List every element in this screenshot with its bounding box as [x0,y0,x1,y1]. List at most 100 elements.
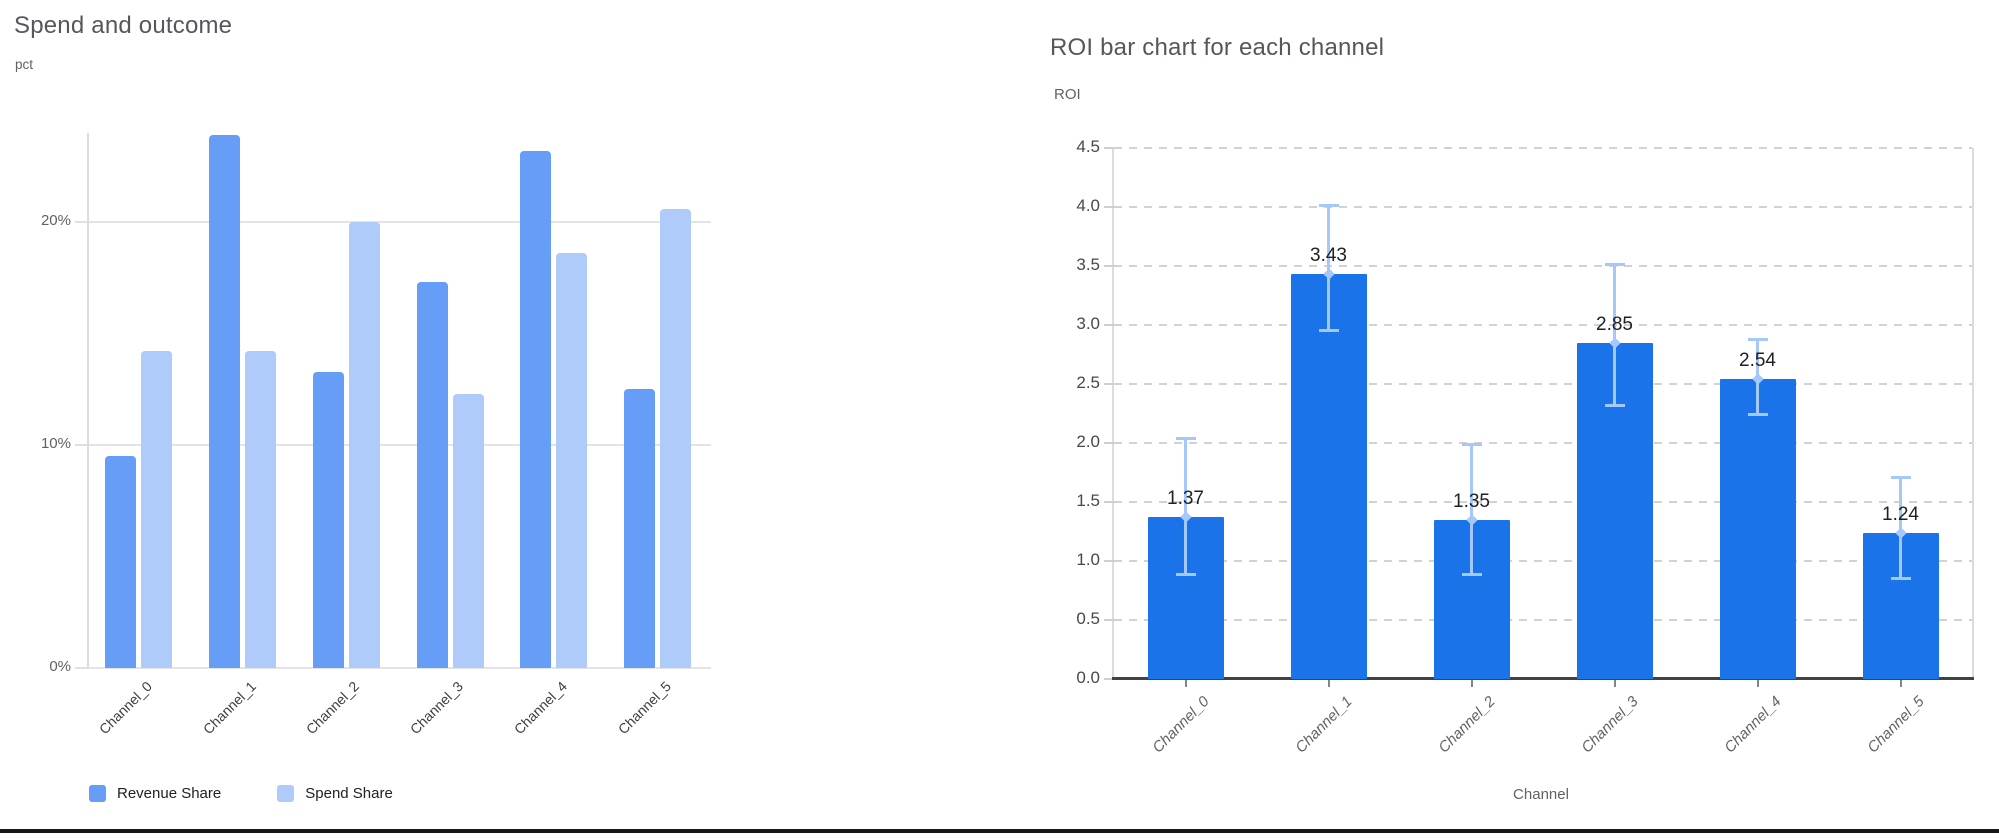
roi-value-label-Channel_5: 1.24 [1882,503,1919,525]
right-x-axis-title: Channel [1513,786,1569,803]
right-x-axis-line [1112,677,1974,680]
error-bar-cap-bottom-Channel_5 [1890,576,1911,580]
right-y-tick-label: 2.0 [1076,432,1100,451]
right-y-tick-label: 2.5 [1076,373,1100,392]
right-x-tick-Channel_1 [1327,680,1330,687]
left-bar-revenue-share-Channel_0 [105,456,136,668]
left-y-tick-0% [75,667,88,669]
error-bar-cap-bottom-Channel_0 [1175,573,1196,577]
legend-label: Revenue Share [117,785,222,802]
error-bar-cap-top-Channel_2 [1461,443,1482,447]
error-bar-line-Channel_0 [1184,438,1187,576]
left-legend: Revenue Share Spend Share [89,785,393,802]
left-y-tick-10% [75,444,88,447]
left-plot-area: 0% 10% 20% Channel_0 Channel_1 Channel_2 Chann… [41,133,711,737]
left-y-tick-label: 0% [49,658,71,675]
left-x-tick-label: Channel_3 [407,678,467,738]
right-chart-title: ROI bar chart for each channel [1050,34,1385,61]
right-y-tick-2.5 [1104,383,1114,385]
error-bar-cap-bottom-Channel_2 [1461,573,1482,577]
right-x-tick-label: Channel_1 [1292,693,1356,757]
right-y-tick-label: 4.5 [1076,137,1100,156]
right-y-tick-4.5 [1104,147,1114,149]
legend-label: Spend Share [305,785,393,802]
right-y-tick-label: 0.0 [1076,668,1100,687]
right-y-tick-2.0 [1104,442,1114,444]
right-y-tick-1.5 [1104,501,1114,503]
left-chart-title: Spend and outcome [14,12,233,39]
left-bar-spend-share-Channel_0 [141,351,172,668]
right-x-tick-Channel_4 [1756,680,1759,687]
right-y-tick-3.5 [1104,265,1114,267]
left-x-tick-label: Channel_1 [199,678,259,738]
right-gridline-2.0 [1114,442,1972,444]
right-x-tick-Channel_2 [1470,680,1473,687]
left-bar-spend-share-Channel_5 [660,208,692,668]
right-y-tick-1.0 [1104,560,1114,562]
right-y-tick-label: 3.0 [1076,314,1100,333]
right-y-tick-label: 3.5 [1076,255,1100,274]
right-gridline-3.5 [1114,265,1972,267]
left-x-tick-label: Channel_0 [95,678,155,738]
left-bar-spend-share-Channel_2 [348,222,380,668]
left-bar-revenue-share-Channel_2 [312,371,344,668]
left-x-tick-label: Channel_4 [510,678,571,738]
right-y-tick-label: 1.5 [1076,491,1100,510]
right-x-tick-Channel_5 [1899,680,1902,687]
left-bar-spend-share-Channel_4 [556,253,588,668]
right-x-tick-label: Channel_5 [1864,693,1928,757]
right-gridline-0.5 [1114,619,1972,621]
right-gridline-4.0 [1114,206,1972,208]
left-bar-revenue-share-Channel_1 [208,135,240,668]
right-gridline-2.5 [1114,383,1972,385]
right-gridline-1.5 [1114,501,1972,503]
roi-value-label-Channel_3: 2.85 [1596,313,1633,335]
roi-bar-Channel_1 [1290,274,1367,679]
error-bar-line-Channel_1 [1327,204,1330,331]
right-y-tick-0.0 [1104,678,1114,680]
error-bar-cap-top-Channel_5 [1890,476,1911,480]
left-bar-revenue-share-Channel_3 [416,282,448,668]
left-x-tick-label: Channel_2 [303,678,363,738]
error-bar-cap-top-Channel_1 [1318,203,1339,207]
roi-bar-Channel_4 [1719,379,1796,679]
left-bar-revenue-share-Channel_5 [624,389,656,668]
legend-swatch-spend-share [277,785,295,802]
left-bar-spend-share-Channel_3 [452,393,484,668]
left-bar-spend-share-Channel_1 [244,351,276,668]
error-bar-cap-top-Channel_0 [1175,437,1196,441]
legend-item-spend-share: Spend Share [277,785,393,802]
right-y-axis-unit-label: ROI [1054,86,1081,103]
right-gridline-3.0 [1114,324,1972,326]
roi-value-label-Channel_1: 3.43 [1310,245,1347,267]
error-bar-cap-bottom-Channel_4 [1747,412,1768,416]
left-y-tick-label: 20% [40,212,71,230]
left-y-tick-label: 10% [40,435,71,453]
right-y-tick-4.0 [1104,206,1114,208]
left-gridline-0% [88,667,711,669]
left-x-tick-label: Channel_5 [614,678,674,738]
bottom-divider [0,829,1999,833]
right-plot-area: 0.0 0.5 1.0 1.5 2.0 2.5 3.0 3.5 4.0 4.5 1.37 Channe… [1076,137,1974,756]
right-x-tick-Channel_0 [1184,680,1187,687]
error-bar-line-Channel_2 [1470,444,1473,576]
error-bar-cap-bottom-Channel_3 [1604,404,1625,408]
legend-swatch-revenue-share [89,785,106,802]
right-x-tick-label: Channel_4 [1721,693,1785,757]
right-gridline-1.0 [1114,560,1972,562]
roi-value-label-Channel_2: 1.35 [1453,490,1490,512]
error-bar-cap-bottom-Channel_1 [1318,328,1339,332]
right-y-tick-3.0 [1104,324,1114,326]
left-y-tick-20% [75,221,88,224]
left-gridline-20% [88,221,711,224]
error-bar-line-Channel_3 [1613,263,1616,407]
roi-value-label-Channel_4: 2.54 [1739,350,1776,372]
error-bar-cap-top-Channel_3 [1604,262,1625,266]
roi-value-label-Channel_0: 1.37 [1167,488,1204,510]
left-y-axis-line [87,133,89,668]
right-x-tick-label: Channel_2 [1435,693,1499,757]
right-x-tick-label: Channel_3 [1578,693,1642,757]
right-x-tick-label: Channel_0 [1149,693,1213,757]
left-y-axis-unit-label: pct [15,57,34,72]
